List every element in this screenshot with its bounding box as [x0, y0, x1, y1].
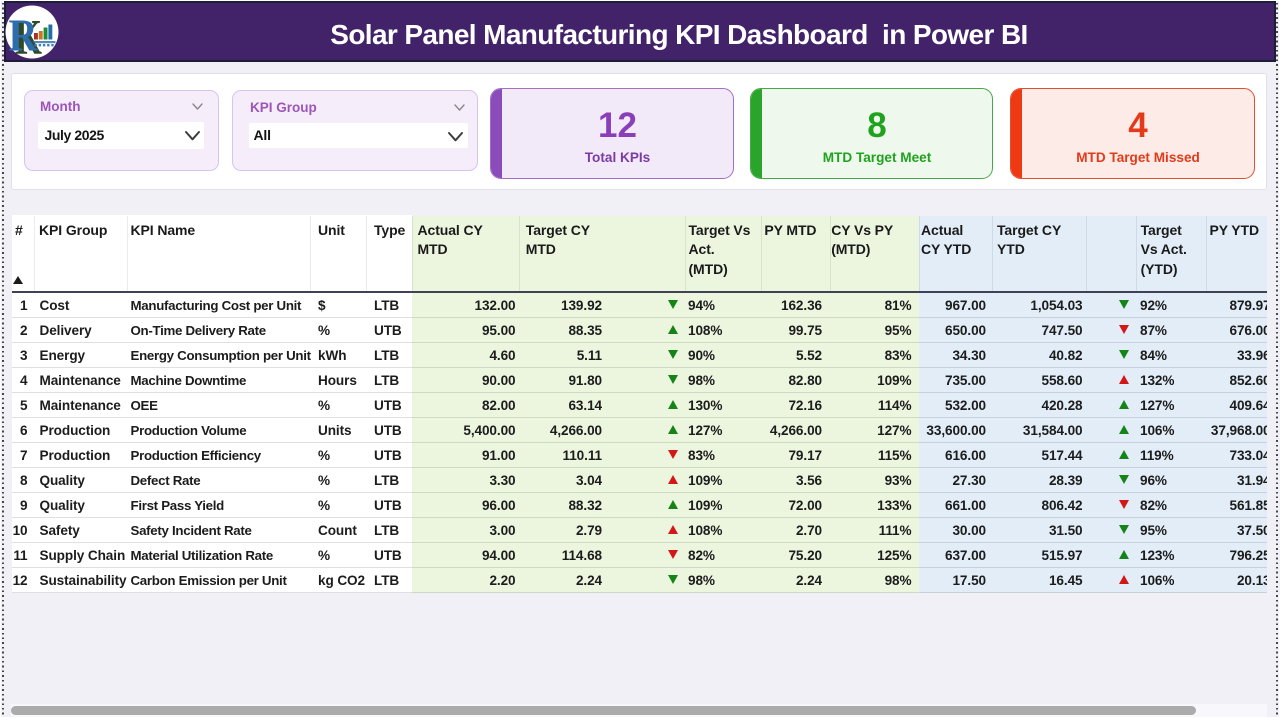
svg-text:R: R	[9, 11, 38, 59]
